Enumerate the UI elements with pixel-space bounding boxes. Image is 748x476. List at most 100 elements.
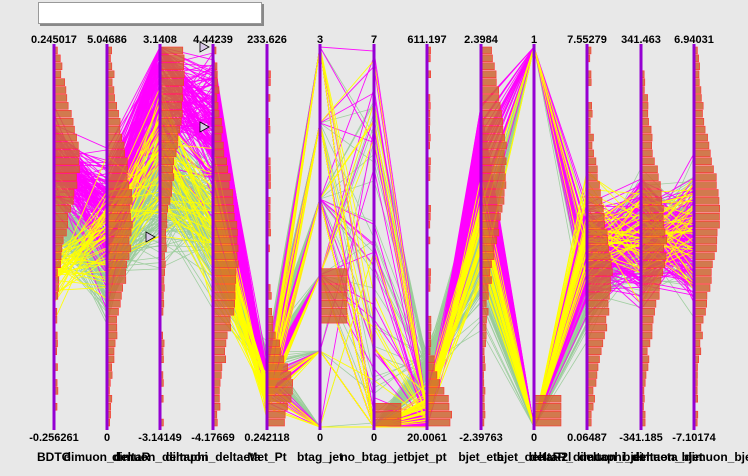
histogram-bin — [481, 133, 505, 142]
histogram-bin — [107, 268, 127, 276]
histogram-bin — [641, 339, 651, 348]
histogram-bin — [267, 307, 273, 316]
axis-min-label: 0 — [104, 432, 110, 444]
histogram-bin — [694, 315, 704, 324]
histogram-bin — [694, 78, 700, 86]
histogram-bin — [54, 165, 80, 174]
histogram-bin — [694, 62, 700, 70]
axis-name-label: bjet_deltaR2l — [497, 450, 572, 464]
axis-max-label: 7 — [371, 34, 377, 46]
histogram-bin — [481, 284, 489, 292]
histogram-bin — [160, 125, 181, 134]
axis-min-label: -341.185 — [619, 432, 662, 444]
histogram-bin — [267, 379, 294, 387]
histogram-bin — [641, 299, 657, 308]
histogram-bin — [641, 307, 655, 316]
histogram-bin — [641, 331, 653, 340]
range-marker-arrow[interactable] — [199, 41, 210, 53]
histogram-bin — [534, 418, 562, 427]
histogram-bin — [54, 125, 75, 134]
histogram-bin — [107, 78, 113, 86]
histogram-bin — [160, 228, 166, 237]
histogram-bin — [213, 228, 238, 237]
histogram-bin — [587, 323, 608, 332]
histogram-bin — [481, 315, 487, 324]
histogram-bin — [587, 141, 593, 150]
histogram-bin — [587, 228, 608, 237]
histogram-bin — [213, 299, 236, 308]
histogram-bin — [267, 402, 288, 411]
histogram-bin — [213, 149, 225, 158]
histogram-bin — [481, 118, 503, 126]
axis-max-label: 6.94031 — [674, 34, 714, 46]
axis-max-label: 233.626 — [247, 34, 287, 46]
histogram-bin — [54, 86, 67, 94]
axis-max-label: 0.245017 — [31, 34, 77, 46]
histogram-bin — [320, 299, 348, 308]
histogram-bin — [107, 110, 119, 118]
histogram-bin — [107, 331, 118, 340]
histogram-bin — [481, 149, 505, 158]
histogram-bin — [694, 205, 721, 213]
histogram-bin — [534, 410, 562, 419]
histogram-bin — [213, 394, 220, 403]
histogram-bin — [54, 70, 62, 79]
histogram-bin — [481, 236, 498, 245]
histogram-bin — [641, 189, 662, 197]
histogram-bin — [107, 363, 113, 371]
histogram-bin — [587, 189, 601, 197]
histogram-bin — [54, 205, 72, 213]
histogram-bin — [160, 252, 165, 261]
histogram-bin — [213, 173, 231, 181]
histogram-bin — [641, 157, 655, 166]
histogram-bin — [54, 94, 68, 102]
histogram-bin — [213, 157, 227, 166]
histogram-bin — [427, 355, 435, 363]
histogram-bin — [213, 244, 239, 253]
histogram-bin — [641, 284, 660, 292]
histogram-bin — [267, 394, 292, 403]
histogram-bin — [320, 307, 348, 316]
histogram-bin — [107, 165, 129, 174]
histogram-bin — [481, 110, 502, 118]
histogram-bin — [107, 173, 128, 181]
histogram-bin — [160, 260, 166, 268]
histogram-bin — [694, 125, 706, 134]
histogram-bin — [107, 347, 115, 355]
histogram-bin — [213, 387, 220, 395]
histogram-bin — [481, 165, 505, 174]
axis-max-label: 4.44239 — [193, 34, 233, 46]
histogram-bin — [213, 78, 218, 86]
histogram-bin — [54, 54, 61, 63]
histogram-bin — [54, 181, 78, 189]
histogram-bin — [641, 197, 663, 205]
histogram-bin — [160, 102, 182, 110]
histogram-bin — [587, 213, 605, 221]
histogram-bin — [641, 371, 647, 379]
histogram-bin — [587, 133, 594, 142]
histogram-bin — [107, 181, 130, 189]
histogram-bin — [694, 347, 702, 355]
histogram-bin — [213, 252, 238, 261]
histogram-bin — [481, 62, 495, 70]
histogram-bin — [267, 323, 274, 332]
histogram-bin — [213, 220, 238, 229]
histogram-bin — [107, 220, 133, 229]
histogram-bin — [107, 189, 133, 197]
histogram-bin — [160, 244, 167, 253]
histogram-bin — [481, 102, 501, 110]
histogram-bin — [481, 94, 500, 102]
histogram-bin — [107, 94, 115, 102]
axis-max-label: 3.1408 — [143, 34, 177, 46]
histogram-bin — [107, 86, 115, 94]
axis-max-label: 2.3984 — [464, 34, 499, 46]
histogram-bin — [213, 371, 222, 379]
range-marker-arrow[interactable] — [145, 231, 156, 243]
histogram-bin — [160, 62, 185, 70]
histogram-bin — [160, 70, 185, 79]
histogram-bin — [641, 347, 648, 355]
histogram-bin — [267, 339, 280, 348]
histogram-bin — [694, 228, 718, 237]
histogram-bin — [587, 299, 609, 308]
range-marker-arrow[interactable] — [199, 121, 210, 133]
